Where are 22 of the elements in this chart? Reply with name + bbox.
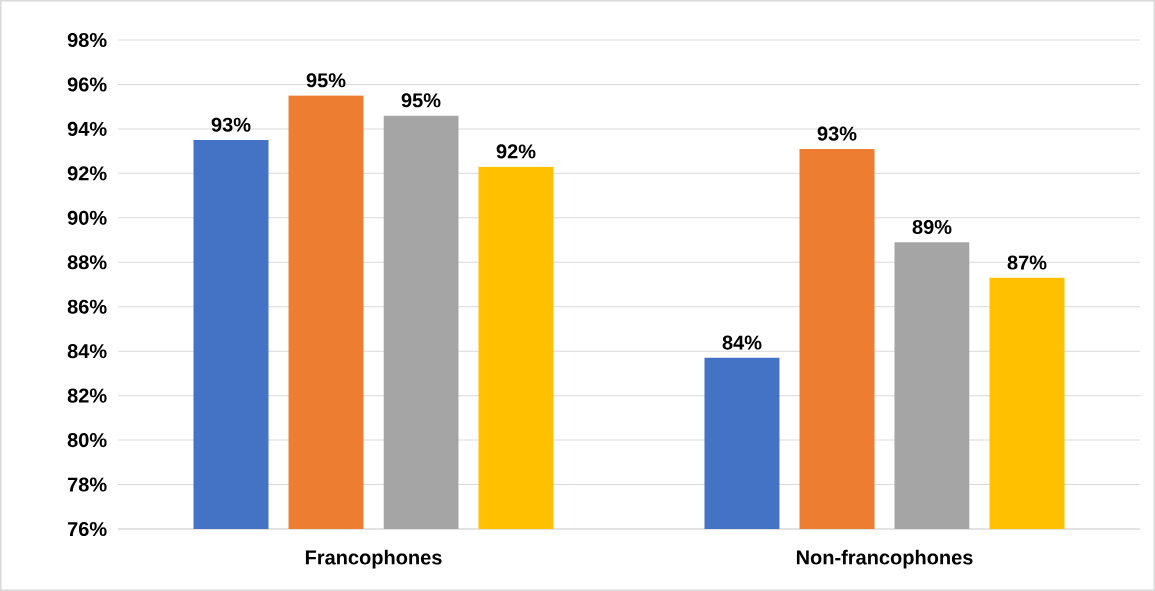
y-tick-label: 78%	[67, 477, 107, 492]
y-tick-label: 92%	[67, 166, 107, 181]
y-tick-label: 82%	[67, 388, 107, 403]
data-label: 95%	[306, 73, 346, 88]
data-label: 93%	[211, 117, 251, 132]
y-tick-label: 90%	[67, 210, 107, 225]
y-tick-label: 94%	[67, 121, 107, 136]
x-tick-label: Francophones	[305, 549, 442, 569]
y-tick-label: 86%	[67, 299, 107, 314]
data-label: 89%	[912, 219, 952, 235]
y-tick-label: 80%	[67, 433, 107, 448]
y-tick-label: 88%	[67, 255, 107, 270]
data-label: 95%	[401, 93, 441, 108]
data-label: 84%	[722, 335, 762, 350]
y-tick-label: 96%	[67, 77, 107, 92]
y-tick-label: 98%	[67, 32, 107, 48]
data-label: 87%	[1007, 255, 1047, 270]
y-tick-label: 84%	[67, 344, 107, 359]
y-tick-label: 76%	[67, 521, 107, 537]
data-label: 92%	[496, 144, 536, 159]
data-label: 93%	[817, 126, 857, 141]
x-tick-label: Non-francophones	[796, 549, 973, 569]
